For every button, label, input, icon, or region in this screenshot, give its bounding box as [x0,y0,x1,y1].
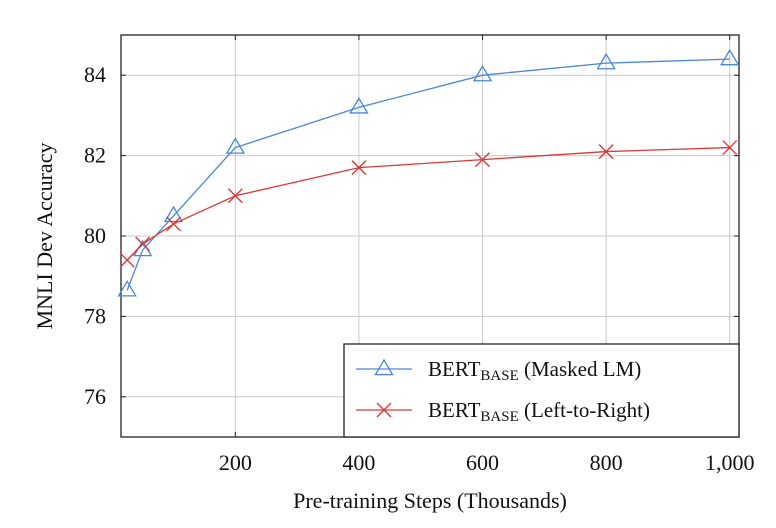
legend-entry-2: BERTBASE (Left-to-Right) [356,398,650,425]
legend-marker [374,358,394,376]
data-point [722,140,738,156]
data-point [135,236,151,252]
x-axis-label: Pre-training Steps (Thousands) [293,488,567,513]
legend-label-subscript: BASE [480,409,518,425]
legend-label-suffix: (Left-to-Right) [519,398,650,422]
data-point [596,52,616,70]
legend-label: BERTBASE (Masked LM) [428,357,641,384]
data-point [119,252,135,268]
legend-label-main: BERT [428,357,481,381]
y-axis-label: MNLI Dev Accuracy [32,143,57,330]
data-point [349,97,369,114]
series-layer [117,48,740,297]
data-point [475,152,491,168]
legend-label-main: BERT [428,398,481,422]
data-point [351,160,367,176]
y-tick-label: 82 [84,143,106,168]
legend-label-subscript: BASE [480,368,518,384]
data-point [598,144,614,160]
x-tick-label: 200 [219,450,252,475]
x-marker-stroke [227,188,243,204]
data-point [720,48,740,66]
x-tick-label: 600 [466,450,499,475]
legend-label: BERTBASE (Left-to-Right) [428,398,650,425]
data-point [472,64,493,82]
x-marker-stroke [722,140,738,156]
data-point [227,188,243,204]
legend-box [343,343,740,438]
y-tick-label: 84 [84,62,106,87]
x-marker-stroke [166,216,182,232]
data-point [166,216,182,232]
legend: BERTBASE (Masked LM)BERTBASE (Left-to-Ri… [343,343,740,438]
series-line [126,146,730,261]
x-marker-stroke [475,152,491,168]
y-tick-label: 76 [84,384,106,409]
x-marker-stroke [598,144,614,160]
x-marker-stroke [376,402,392,418]
x-tick-label: 1,000 [705,450,755,475]
legend-entry-1: BERTBASE (Masked LM) [356,357,641,384]
y-tick-label: 78 [84,303,106,328]
legend-marker [376,402,392,418]
data-point [225,137,246,154]
y-tick-label: 80 [84,223,106,248]
series-line [126,58,730,291]
data-point [163,205,184,223]
x-marker-stroke [135,236,151,252]
x-tick-label: 800 [590,450,623,475]
x-tick-label: 400 [342,450,375,475]
axis-ticks: 200 400 600 800 1,000 76 78 80 82 84 [84,35,754,475]
x-marker-stroke [351,160,367,176]
series-2 [119,140,738,268]
x-marker-stroke [119,252,135,268]
legend-label-suffix: (Masked LM) [519,357,641,381]
series-1 [117,48,740,297]
data-point [117,279,137,297]
